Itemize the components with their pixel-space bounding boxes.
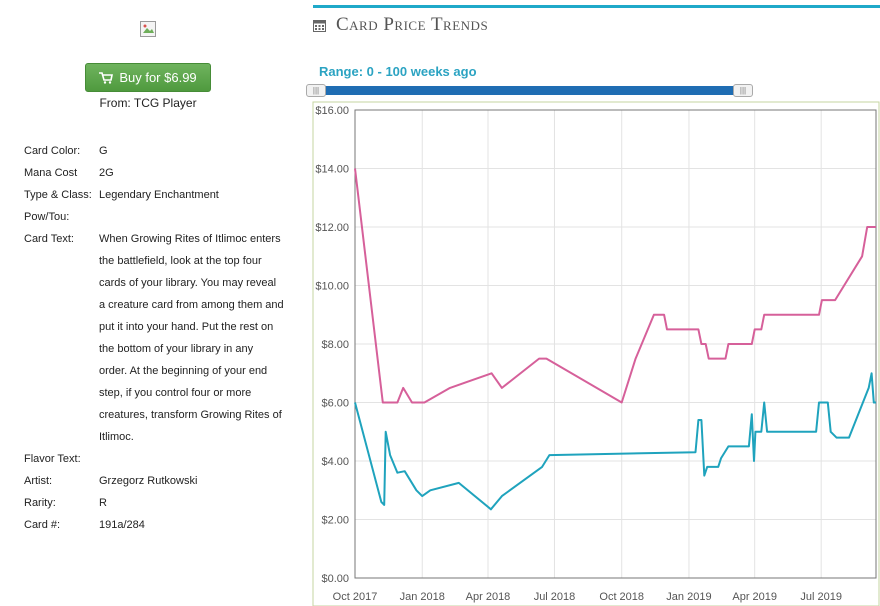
section-top-border <box>313 5 880 8</box>
range-label: Range: 0 - 100 weeks ago <box>319 64 477 79</box>
x-tick-label: Oct 2017 <box>333 591 378 603</box>
x-tick-label: Jan 2018 <box>400 591 445 603</box>
calendar-icon <box>313 19 326 32</box>
y-tick-label: $6.00 <box>321 398 349 410</box>
range-slider-track <box>316 86 743 95</box>
card-detail-label: Pow/Tou: <box>24 211 70 223</box>
card-detail-label: Card Text: <box>24 233 74 245</box>
card-detail-row: Flavor Text: <box>24 448 284 470</box>
cart-icon <box>99 71 114 84</box>
x-tick-label: Apr 2019 <box>732 591 777 603</box>
card-detail-row: Type & Class: Legendary Enchantment <box>24 184 284 206</box>
card-detail-label: Type & Class: <box>24 189 92 201</box>
card-detail-value: 191a/284 <box>99 519 145 531</box>
chart-outer-frame <box>312 101 880 606</box>
y-tick-label: $2.00 <box>321 515 349 527</box>
section-header: Card Price Trends <box>313 14 488 36</box>
price-line-foil <box>354 168 876 404</box>
range-slider-handle-start[interactable]: ||| <box>306 84 326 97</box>
card-detail-row: Rarity: R <box>24 492 284 514</box>
x-tick-label: Apr 2018 <box>466 591 511 603</box>
card-detail-row: Card #: 191a/284 <box>24 514 284 536</box>
x-tick-label: Jul 2019 <box>800 591 842 603</box>
buy-button[interactable]: Buy for $6.99 <box>85 63 211 92</box>
x-tick-label: Jan 2019 <box>666 591 711 603</box>
y-tick-label: $10.00 <box>315 281 349 293</box>
range-slider[interactable]: ||| ||| <box>306 84 753 97</box>
card-detail-label: Rarity: <box>24 497 56 509</box>
price-source: From: TCG Player <box>99 96 197 110</box>
card-detail-label: Artist: <box>24 475 53 487</box>
card-detail-label: Flavor Text: <box>24 453 81 465</box>
card-detail-row: Mana Cost 2G <box>24 162 284 184</box>
x-tick-label: Jul 2018 <box>534 591 576 603</box>
card-details: Card Color: G Mana Cost 2G Type & Class: Lege… <box>24 140 284 536</box>
card-detail-label: Card Color: <box>24 145 81 157</box>
section-title: Card Price Trends <box>336 14 489 35</box>
card-detail-row: Card Text: When Growing Rites of Itlimoc … <box>24 228 284 448</box>
y-tick-label: $0.00 <box>321 573 349 585</box>
card-detail-value: R <box>99 497 107 509</box>
price-line-normal <box>354 372 876 511</box>
x-tick-label: Oct 2018 <box>599 591 644 603</box>
y-tick-label: $12.00 <box>315 222 349 234</box>
plot-area-border <box>354 109 877 579</box>
card-detail-row: Pow/Tou: <box>24 206 284 228</box>
card-detail-row: Card Color: G <box>24 140 284 162</box>
card-detail-label: Mana Cost <box>24 167 78 179</box>
card-image-broken-icon <box>140 21 156 37</box>
card-detail-value: 2G <box>99 167 114 179</box>
card-detail-value: Legendary Enchantment <box>99 189 219 201</box>
card-detail-value: When Growing Rites of Itlimoc enters the… <box>99 233 284 443</box>
y-tick-label: $14.00 <box>315 164 349 176</box>
y-tick-label: $4.00 <box>321 456 349 468</box>
card-detail-value: Grzegorz Rutkowski <box>99 475 198 487</box>
y-tick-label: $16.00 <box>315 105 349 117</box>
card-detail-value: G <box>99 145 108 157</box>
buy-button-label: Buy for $6.99 <box>119 70 197 85</box>
range-slider-handle-end[interactable]: ||| <box>733 84 753 97</box>
card-detail-row: Artist: Grzegorz Rutkowski <box>24 470 284 492</box>
y-tick-label: $8.00 <box>321 339 349 351</box>
card-detail-label: Card #: <box>24 519 61 531</box>
